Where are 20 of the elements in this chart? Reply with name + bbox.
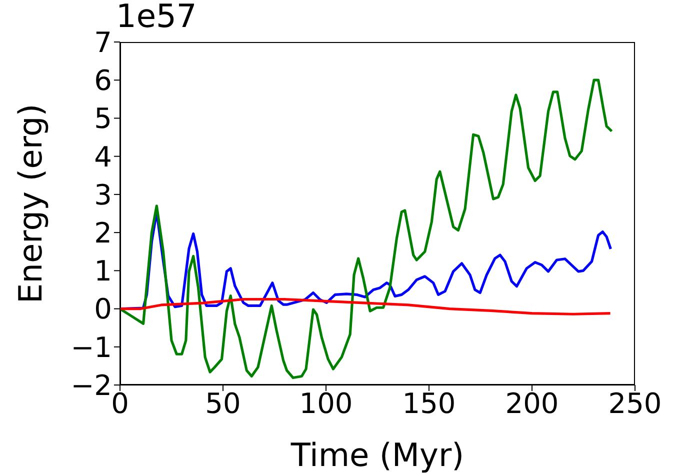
- y-tick-label: 2: [94, 216, 112, 250]
- x-tick-label: 100: [299, 386, 353, 420]
- y-tick-label: −2: [70, 368, 112, 402]
- y-tick-label: 7: [94, 26, 112, 59]
- x-tick-label: 50: [205, 386, 241, 420]
- x-axis-title: Time (Myr): [290, 436, 464, 474]
- y-axis-title: Energy (erg): [11, 104, 50, 304]
- y-tick-label: 0: [94, 292, 112, 326]
- y-tick-label: 6: [94, 64, 112, 98]
- y-tick-label: 3: [94, 178, 112, 212]
- text: 1e57: [116, 0, 197, 35]
- line-series: [120, 78, 614, 380]
- x-tick-label: 150: [402, 386, 456, 420]
- y-tick-label: 1: [94, 254, 112, 288]
- x-tick-label: 250: [608, 386, 662, 420]
- y-tick-label: 5: [94, 102, 112, 136]
- y-tick-label: 4: [94, 140, 112, 174]
- line-series: [120, 298, 612, 316]
- x-tick-label: 200: [505, 386, 559, 420]
- y-tick-label: −1: [70, 330, 112, 364]
